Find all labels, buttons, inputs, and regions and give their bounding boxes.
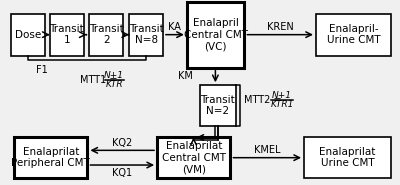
FancyBboxPatch shape [316, 14, 391, 56]
Text: KTR1: KTR1 [270, 100, 294, 109]
Text: N+1: N+1 [104, 71, 124, 80]
Text: Dose: Dose [14, 30, 41, 40]
Text: KMEL: KMEL [254, 145, 280, 155]
Text: Transit
2: Transit 2 [89, 24, 124, 46]
Text: Enalapril-
Urine CMT: Enalapril- Urine CMT [327, 24, 380, 46]
Text: Enalapril
Central CMT
(VC): Enalapril Central CMT (VC) [184, 18, 248, 51]
FancyBboxPatch shape [304, 137, 391, 178]
Text: MTT1 =: MTT1 = [80, 75, 117, 85]
Text: KM: KM [178, 71, 193, 81]
FancyBboxPatch shape [157, 137, 230, 178]
Text: Enalaprilat
Central CMT
(VM): Enalaprilat Central CMT (VM) [162, 141, 226, 174]
FancyBboxPatch shape [187, 2, 244, 68]
Text: KQ2: KQ2 [112, 138, 132, 148]
Text: MTT2 =: MTT2 = [244, 95, 282, 105]
Text: Transit
1: Transit 1 [49, 24, 84, 46]
FancyBboxPatch shape [14, 137, 88, 178]
Text: KQ1: KQ1 [112, 168, 132, 178]
Text: N+1: N+1 [272, 91, 292, 100]
FancyBboxPatch shape [90, 14, 123, 56]
Text: KTR: KTR [105, 80, 123, 89]
Text: Enalaprilat
Urine CMT: Enalaprilat Urine CMT [320, 147, 376, 169]
FancyBboxPatch shape [50, 14, 84, 56]
FancyBboxPatch shape [200, 85, 236, 126]
Text: KA: KA [168, 22, 181, 32]
FancyBboxPatch shape [129, 14, 163, 56]
Text: KREN: KREN [267, 22, 294, 32]
FancyBboxPatch shape [11, 14, 44, 56]
Text: F1: F1 [36, 65, 48, 75]
Text: Transit
N=8: Transit N=8 [129, 24, 164, 46]
Text: Enalaprilat
Peripheral CMT: Enalaprilat Peripheral CMT [11, 147, 90, 169]
Text: Transit
N=2: Transit N=2 [200, 95, 235, 116]
